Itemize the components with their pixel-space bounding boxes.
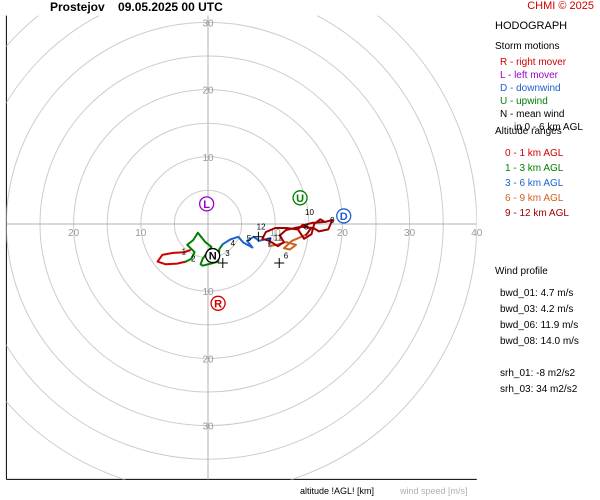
- ring-label: 20: [337, 228, 349, 239]
- storm-motion-item: U - upwind: [500, 96, 548, 107]
- wind-profile-item: bwd_03: 4.2 m/s: [500, 304, 574, 315]
- ring-label: 10: [270, 228, 282, 239]
- ring-label: 10: [202, 287, 214, 298]
- storm-motion-item: in 0 - 6 km AGL: [514, 122, 583, 133]
- storm-motion-label: L: [203, 199, 210, 211]
- ring-label: 10: [135, 228, 147, 239]
- storm-motions-title: Storm motions: [495, 41, 560, 52]
- ring-label: 10: [202, 153, 214, 164]
- ring-label: 20: [202, 354, 214, 365]
- ring-label: 30: [202, 18, 214, 29]
- footer-wind-speed-label: wind speed [m/s]: [400, 486, 468, 496]
- ring-label: 20: [202, 86, 214, 97]
- storm-motion-item: D - downwind: [500, 83, 561, 94]
- header-copyright: CHMI © 2025: [527, 0, 594, 12]
- ring-label: 30: [404, 228, 416, 239]
- cross-marker: [217, 257, 228, 268]
- wind-profile-item: bwd_01: 4.7 m/s: [500, 288, 574, 299]
- height-label: 12: [257, 223, 266, 232]
- ring-label: 30: [202, 422, 214, 433]
- cross-marker: [274, 257, 285, 268]
- altitude-range-item: 0 - 1 km AGL: [505, 148, 564, 159]
- wind-profile-item: bwd_08: 14.0 m/s: [500, 336, 579, 347]
- header-title: Prostejov 09.05.2025 00 UTC: [50, 0, 223, 14]
- height-label: 4: [231, 239, 236, 248]
- wind-profile-item: bwd_06: 11.9 m/s: [500, 320, 579, 331]
- hodograph-series-line: [156, 249, 191, 266]
- range-ring: [6, 15, 477, 480]
- storm-motion-marker: [336, 208, 352, 224]
- height-label: 8: [304, 223, 309, 232]
- storm-motion-marker: [205, 247, 221, 264]
- height-label: 2: [191, 254, 196, 263]
- height-label: 11: [274, 233, 283, 242]
- altitude-range-item: 9 - 12 km AGL: [505, 208, 569, 219]
- height-label: 6: [284, 252, 289, 261]
- storm-motion-label: R: [214, 298, 222, 310]
- wind-profile-values: bwd_01: 4.7 m/s bwd_03: 4.2 m/s bwd_06: 11…: [500, 286, 579, 398]
- cross-marker: [253, 231, 264, 242]
- storm-motion-item: N - mean wind: [500, 109, 565, 120]
- altitude-range-item: 1 - 3 km AGL: [505, 163, 564, 174]
- height-label: 3: [225, 249, 230, 258]
- height-label: 7: [267, 237, 272, 246]
- altitude-range-item: 3 - 6 km AGL: [505, 178, 564, 189]
- storm-motion-marker: [292, 190, 308, 206]
- altitude-range-item: 6 - 9 km AGL: [505, 193, 564, 204]
- altitude-ranges-legend: 0 - 1 km AGL 1 - 3 km AGL 3 - 6 km AGL 6 - …: [505, 146, 569, 221]
- storm-motion-label: N: [209, 251, 217, 263]
- altitude-ranges-title: Altitude ranges: [495, 126, 562, 137]
- height-label: 1: [182, 248, 187, 257]
- storm-motion-label: D: [340, 211, 348, 223]
- hodograph-series-line: [261, 218, 334, 248]
- storm-motion-item: L - left mover: [500, 70, 558, 81]
- wind-profile-title: Wind profile: [495, 266, 548, 277]
- storm-motion-item: R - right mover: [500, 57, 567, 68]
- storm-motion-marker: [199, 196, 215, 212]
- hodograph-heading: HODOGRAPH: [495, 20, 568, 32]
- wind-profile-item: srh_03: 34 m2/s2: [500, 384, 578, 395]
- storm-motion-marker: [210, 295, 226, 311]
- wind-profile-item: [500, 350, 579, 366]
- footer-altitude-label: altitude !AGL! [km]: [300, 486, 375, 496]
- wind-profile-item: srh_01: -8 m2/s2: [500, 368, 576, 379]
- storm-motions-legend: R - right mover L - left mover D - downwin…: [500, 56, 583, 134]
- height-label: 9: [330, 216, 335, 225]
- ring-label: 40: [471, 228, 483, 239]
- range-ring: [6, 15, 444, 460]
- height-label: 5: [247, 234, 252, 243]
- ring-label: 20: [68, 228, 80, 239]
- height-label: 10: [305, 208, 314, 217]
- storm-motion-label: U: [296, 193, 304, 205]
